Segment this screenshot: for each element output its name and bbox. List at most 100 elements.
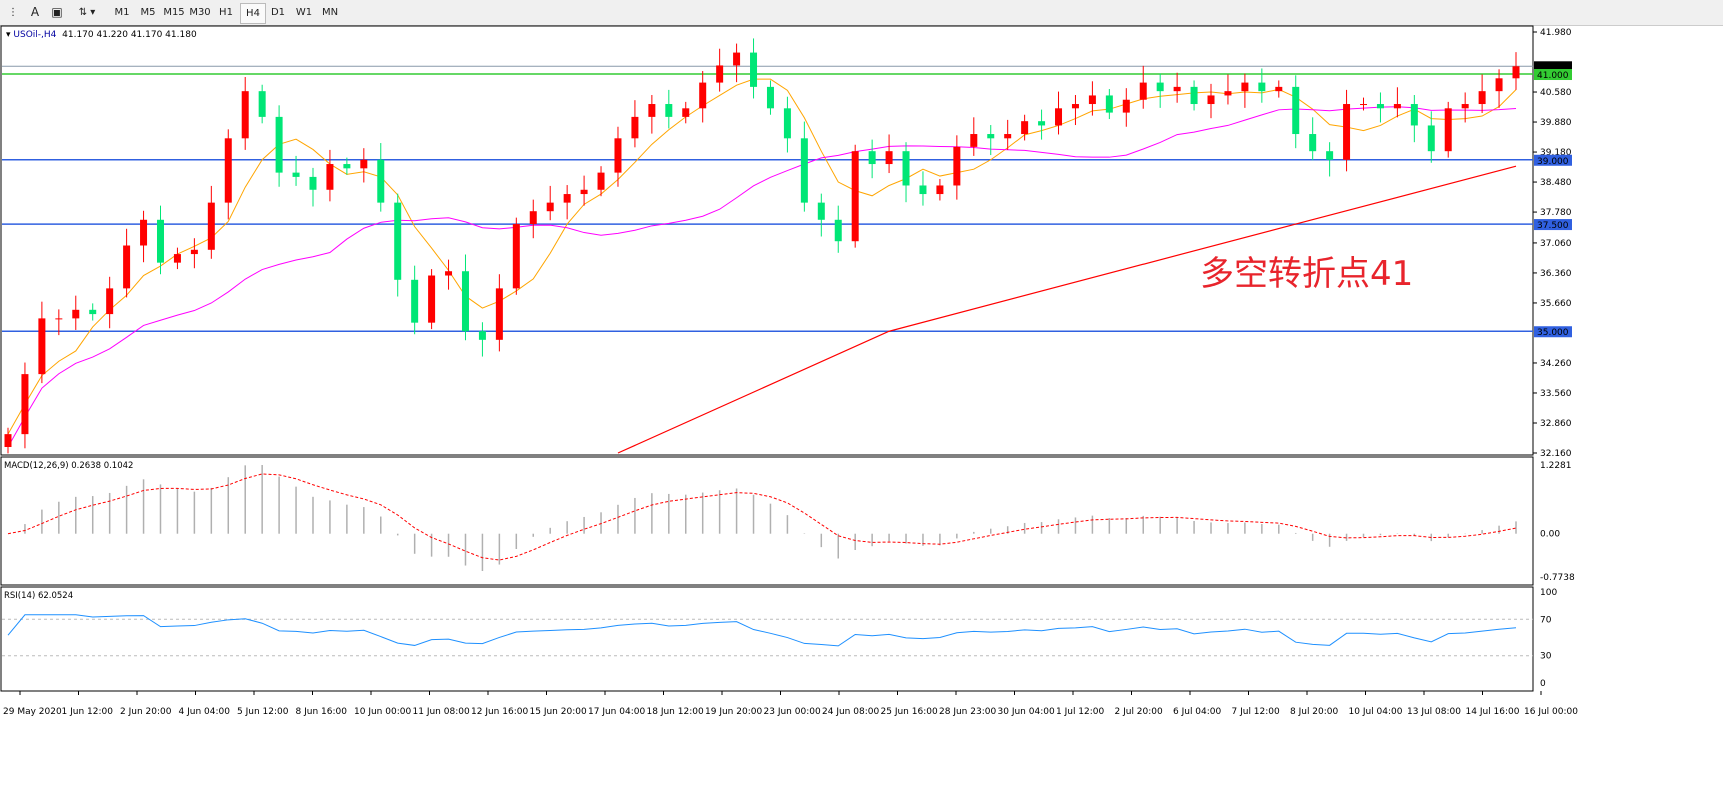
text-icon[interactable]: A: [30, 5, 40, 19]
ma-mid-line: [7, 106, 1517, 448]
candle-body: [885, 151, 893, 165]
time-tick-label: 30 Jun 04:00: [998, 707, 1055, 717]
candle-body: [1461, 104, 1469, 109]
price-tick-label: 37.060: [1540, 239, 1572, 249]
price-tick-label: 39.880: [1540, 118, 1572, 128]
candle-body: [631, 116, 639, 139]
annotation-text: 多空转折点41: [1200, 254, 1414, 294]
candle-body: [1343, 104, 1351, 160]
candle-body: [902, 151, 910, 186]
timeframe-m5[interactable]: M5: [140, 7, 156, 18]
timeframe-d1[interactable]: D1: [270, 7, 286, 18]
time-tick-label: 2 Jun 20:00: [120, 707, 172, 717]
time-tick-label: 16 Jul 00:00: [1524, 707, 1578, 717]
candle-body: [173, 254, 181, 263]
macd-label: MACD(12,26,9) 0.2638 0.1042: [4, 461, 134, 471]
time-tick-label: 1 Jun 12:00: [62, 707, 114, 717]
candle-body: [89, 309, 97, 315]
candle-body: [1512, 66, 1520, 79]
rsi-tick-label: 0: [1540, 679, 1546, 689]
candle-body: [21, 374, 29, 435]
candle-body: [1309, 134, 1317, 152]
candle-body: [343, 164, 351, 169]
time-tick-label: 17 Jun 04:00: [588, 707, 645, 717]
candle-body: [292, 172, 300, 177]
macd-signal-line: [7, 473, 1517, 561]
time-tick-label: 5 Jun 12:00: [237, 707, 289, 717]
candle-body: [987, 134, 995, 139]
candle-body: [733, 52, 741, 66]
timeframe-m30[interactable]: M30: [189, 7, 211, 18]
timeframe-w1[interactable]: W1: [295, 7, 313, 18]
time-tick-label: 18 Jun 12:00: [647, 707, 704, 717]
candle-body: [326, 164, 334, 190]
price-tick-label: 36.360: [1540, 269, 1572, 279]
candle-body: [529, 211, 537, 225]
candle-body: [648, 104, 656, 117]
candle-body: [817, 202, 825, 220]
candle-body: [123, 245, 131, 289]
candle-body: [428, 275, 436, 323]
timeframe-h4[interactable]: H4: [240, 3, 266, 24]
candle-body: [665, 104, 673, 117]
fibonacci-icon[interactable]: ⋮: [8, 7, 18, 18]
candle-body: [1360, 104, 1368, 106]
arrows-icon[interactable]: ⇅ ▾: [78, 7, 96, 18]
candle-body: [140, 219, 148, 246]
candle-body: [1055, 108, 1063, 126]
price-tick-label: 38.480: [1540, 178, 1572, 188]
candle-body: [38, 318, 46, 375]
candle-body: [72, 309, 80, 319]
price-tick-label: 37.780: [1540, 208, 1572, 218]
candle-body: [478, 331, 486, 340]
time-tick-label: 28 Jun 23:00: [939, 707, 996, 717]
macd-tick-label: 0.00: [1540, 530, 1560, 540]
candle-body: [1004, 134, 1012, 139]
candle-body: [563, 194, 571, 203]
rsi-tick-label: 100: [1540, 588, 1557, 598]
candle-body: [868, 151, 876, 165]
price-tick-label: 40.580: [1540, 88, 1572, 98]
text-label-icon[interactable]: ▣: [51, 5, 63, 19]
timeframe-h1[interactable]: H1: [219, 7, 233, 18]
time-tick-label: 7 Jul 12:00: [1232, 707, 1281, 717]
rsi-line: [7, 614, 1517, 647]
candle-body: [1241, 82, 1249, 92]
candle-body: [55, 318, 63, 320]
level-label: 35.000: [1537, 328, 1569, 338]
candle-body: [970, 134, 978, 147]
ma-slow-line: [617, 165, 1517, 454]
timeframe-m15[interactable]: M15: [163, 7, 185, 18]
price-tick-label: 41.980: [1540, 28, 1572, 38]
candle-body: [1038, 121, 1046, 126]
candle-body: [1088, 95, 1096, 105]
timeframe-m1[interactable]: M1: [114, 7, 130, 18]
price-tick-label: 33.560: [1540, 389, 1572, 399]
candle-body: [224, 138, 232, 203]
pane-frame-0: [0, 25, 1534, 456]
candle-body: [1190, 86, 1198, 105]
candle-body: [1275, 86, 1283, 92]
candle-body: [750, 52, 758, 87]
time-tick-label: 1 Jul 12:00: [1056, 707, 1105, 717]
time-tick-label: 6 Jul 04:00: [1173, 707, 1222, 717]
level-label-bg: [1534, 154, 1572, 166]
timeframe-mn[interactable]: MN: [321, 7, 339, 18]
candle-body: [156, 219, 164, 263]
candle-body: [360, 159, 368, 169]
candle-body: [936, 185, 944, 195]
chart-header: ▾ USOil-,H4 41.170 41.220 41.170 41.180: [6, 30, 197, 40]
level-label-bg: [1534, 69, 1572, 81]
candle-body: [1376, 104, 1384, 109]
ohlc-values: 41.170 41.220 41.170 41.180: [62, 30, 197, 40]
candle-body: [614, 138, 622, 173]
time-tick-label: 19 Jun 20:00: [705, 707, 762, 717]
candle-body: [258, 91, 266, 117]
candle-body: [190, 249, 198, 255]
candle-body: [512, 224, 520, 289]
candle-body: [106, 288, 114, 315]
price-tick-label: 32.860: [1540, 419, 1572, 429]
candle-body: [1224, 91, 1232, 96]
candle-body: [4, 434, 12, 447]
